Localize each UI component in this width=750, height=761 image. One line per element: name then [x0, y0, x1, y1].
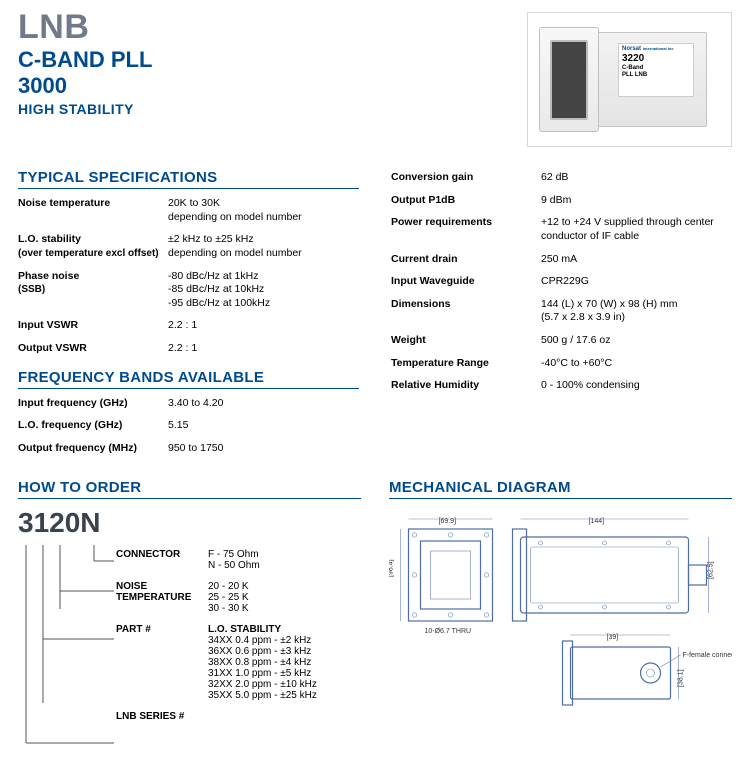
order-row-key: NOISE TEMPERATURE	[116, 581, 208, 614]
order-row: LNB SERIES #	[116, 711, 361, 722]
order-row: PART #L.O. STABILITY 34XX 0.4 ppm - ±2 k…	[116, 624, 361, 701]
spec-col-right: Conversion gain62 dBOutput P1dB9 dBmPowe…	[391, 169, 732, 465]
product-flange	[539, 27, 599, 132]
spec-row: Input WaveguideCPR229G	[391, 275, 732, 289]
spec-label: Relative Humidity	[391, 379, 541, 393]
dim-flange-h: [98.4]	[389, 559, 395, 577]
spec-value: -80 dBc/Hz at 1kHz -85 dBc/Hz at 10kHz -…	[168, 270, 359, 311]
order-row-key: CONNECTOR	[116, 549, 208, 571]
spec-value: 20K to 30K depending on model number	[168, 197, 359, 224]
sticker-line1: C-Band	[622, 65, 690, 72]
order-rows: CONNECTORF - 75 Ohm N - 50 OhmNOISE TEMP…	[116, 543, 361, 753]
order-row: NOISE TEMPERATURE20 - 20 K 25 - 25 K 30 …	[116, 581, 361, 614]
spec-label: Noise temperature	[18, 197, 168, 224]
spec-value: ±2 kHz to ±25 kHz depending on model num…	[168, 233, 359, 260]
spec-label: L.O. stability(over temperature excl off…	[18, 233, 168, 260]
section-order: HOW TO ORDER	[18, 479, 361, 499]
spec-value: CPR229G	[541, 275, 732, 289]
spec-label: Power requirements	[391, 216, 541, 243]
product-sticker: Norsat International Inc 3220 C-Band PLL…	[618, 43, 694, 97]
freq-value: 950 to 1750	[168, 442, 359, 456]
freq-label: Output frequency (MHz)	[18, 442, 168, 456]
spec-label: Output P1dB	[391, 194, 541, 208]
spec-label: Phase noise(SSB)	[18, 270, 168, 311]
spec-value: 2.2 : 1	[168, 342, 359, 356]
order-row-val	[208, 711, 361, 722]
order-row-val: 20 - 20 K 25 - 25 K 30 - 30 K	[208, 581, 361, 614]
product-flange-aperture	[550, 40, 588, 120]
spec-columns: TYPICAL SPECIFICATIONS Noise temperature…	[18, 169, 732, 465]
bottom-row: HOW TO ORDER 3120N CONNECTORF -	[18, 479, 732, 753]
title-lnb: LNB	[18, 8, 527, 47]
order-row-key: LNB SERIES #	[116, 711, 208, 722]
spec-value: +12 to +24 V supplied through center con…	[541, 216, 732, 243]
spec-row: Output VSWR2.2 : 1	[18, 342, 359, 356]
freq-row: Output frequency (MHz)950 to 1750	[18, 442, 359, 456]
header-text: LNB C-BAND PLL 3000 HIGH STABILITY	[18, 8, 527, 117]
spec-row: Input VSWR2.2 : 1	[18, 319, 359, 333]
spec-row: Phase noise(SSB)-80 dBc/Hz at 1kHz -85 d…	[18, 270, 359, 311]
sticker-line2: PLL LNB	[622, 72, 690, 79]
spec-row: L.O. stability(over temperature excl off…	[18, 233, 359, 260]
product-image: Norsat International Inc 3220 C-Band PLL…	[527, 12, 732, 147]
spec-row: Output P1dB9 dBm	[391, 194, 732, 208]
spec-col-left: TYPICAL SPECIFICATIONS Noise temperature…	[18, 169, 359, 465]
spec-value: 2.2 : 1	[168, 319, 359, 333]
spec-value: 144 (L) x 70 (W) x 98 (H) mm (5.7 x 2.8 …	[541, 298, 732, 325]
spec-value: 62 dB	[541, 171, 732, 185]
order-row: CONNECTORF - 75 Ohm N - 50 Ohm	[116, 549, 361, 571]
sticker-brand: Norsat	[622, 46, 641, 52]
spec-value: -40°C to +60°C	[541, 357, 732, 371]
freq-row: L.O. frequency (GHz)5.15	[18, 419, 359, 433]
spec-value: 0 - 100% condensing	[541, 379, 732, 393]
spec-row: Conversion gain62 dB	[391, 171, 732, 185]
dim-hole-note: 10-Ø6.7 THRU	[425, 628, 472, 635]
mechanical-diagram: [69.9] [98.4] 10-Ø6.7 THRU [144] [62.5]	[389, 507, 732, 717]
spec-label: Temperature Range	[391, 357, 541, 371]
spec-row: Current drain250 mA	[391, 253, 732, 267]
title-model: 3000	[18, 73, 527, 99]
spec-row: Dimensions144 (L) x 70 (W) x 98 (H) mm (…	[391, 298, 732, 325]
spec-value: 500 g / 17.6 oz	[541, 334, 732, 348]
spec-label: Output VSWR	[18, 342, 168, 356]
mech-section: MECHANICAL DIAGRAM [69.9] [98.4] 10-Ø6.7…	[389, 479, 732, 753]
spec-label: Dimensions	[391, 298, 541, 325]
sticker-model: 3220	[622, 53, 690, 65]
title-subtitle: HIGH STABILITY	[18, 101, 527, 117]
dim-conn-note: F-female connector	[683, 652, 733, 659]
spec-row: Power requirements+12 to +24 V supplied …	[391, 216, 732, 243]
order-row-val: L.O. STABILITY 34XX 0.4 ppm - ±2 kHz 36X…	[208, 624, 361, 701]
order-row-val: F - 75 Ohm N - 50 Ohm	[208, 549, 361, 571]
spec-label: Input VSWR	[18, 319, 168, 333]
title-cband: C-BAND PLL	[18, 47, 527, 73]
spec-row: Relative Humidity0 - 100% condensing	[391, 379, 732, 393]
section-mech: MECHANICAL DIAGRAM	[389, 479, 732, 499]
spec-label: Input Waveguide	[391, 275, 541, 289]
product-body-shape: Norsat International Inc 3220 C-Band PLL…	[552, 32, 707, 127]
freq-value: 5.15	[168, 419, 359, 433]
spec-row: Noise temperature20K to 30K depending on…	[18, 197, 359, 224]
order-bracket-block: CONNECTORF - 75 Ohm N - 50 OhmNOISE TEMP…	[18, 543, 361, 753]
spec-row: Temperature Range-40°C to +60°C	[391, 357, 732, 371]
order-section: HOW TO ORDER 3120N CONNECTORF -	[18, 479, 361, 753]
spec-label: Weight	[391, 334, 541, 348]
spec-value: 9 dBm	[541, 194, 732, 208]
spec-label: Conversion gain	[391, 171, 541, 185]
freq-label: L.O. frequency (GHz)	[18, 419, 168, 433]
order-bracket-svg	[18, 543, 116, 753]
spec-label: Current drain	[391, 253, 541, 267]
section-typical-spec: TYPICAL SPECIFICATIONS	[18, 169, 359, 189]
header-row: LNB C-BAND PLL 3000 HIGH STABILITY Norsa…	[18, 8, 732, 147]
spec-value: 250 mA	[541, 253, 732, 267]
freq-label: Input frequency (GHz)	[18, 397, 168, 411]
freq-value: 3.40 to 4.20	[168, 397, 359, 411]
freq-row: Input frequency (GHz)3.40 to 4.20	[18, 397, 359, 411]
sticker-brand-sub: International Inc	[643, 46, 674, 51]
spec-row: Weight500 g / 17.6 oz	[391, 334, 732, 348]
order-row-key: PART #	[116, 624, 208, 701]
section-freq: FREQUENCY BANDS AVAILABLE	[18, 369, 359, 389]
order-code: 3120N	[18, 507, 361, 539]
